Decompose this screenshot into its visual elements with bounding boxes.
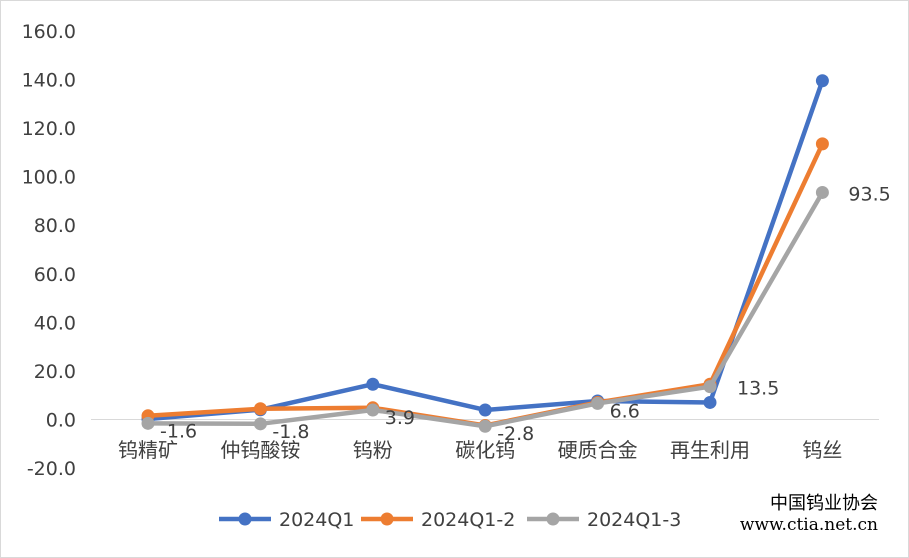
legend-swatch-marker [238,512,252,526]
x-category-label: 硬质合金 [558,438,638,462]
data-point [591,396,605,410]
legend-item: 2024Q1 [219,509,354,531]
y-tick-label: 80.0 [34,215,76,237]
data-label: 13.5 [737,378,779,400]
y-tick-label: 160.0 [22,21,76,43]
y-axis-tick-labels: 160.0 140.0 120.0 100.0 80.0 60.0 40.0 20.0 0.0 -… [22,21,76,480]
y-tick-label: 60.0 [34,264,76,286]
data-label: 3.9 [385,407,415,429]
legend-label: 2024Q1-3 [587,509,681,531]
data-label: -1.6 [160,420,197,442]
legend-label: 2024Q1-2 [421,509,515,531]
data-label: 93.5 [848,183,890,205]
y-tick-label: 20.0 [34,361,76,383]
data-point [815,137,829,151]
series-line [145,190,825,429]
legend-swatch-marker [546,512,560,526]
data-point [141,416,155,430]
data-point [366,403,380,417]
data-point [253,402,267,416]
series-line [145,141,825,428]
data-point [253,417,267,431]
x-category-label: 钨丝 [802,438,842,462]
data-labels: -1.6 -1.8 3.9 -2.8 6.6 13.5 93.5 [160,183,891,445]
x-category-label: 钨粉 [353,438,393,462]
data-point [478,419,492,433]
x-category-label: 仲钨酸铵 [220,438,300,462]
x-axis-category-labels: 钨精矿 仲钨酸铵 钨粉 碳化钨 硬质合金 再生利用 钨丝 [118,438,842,462]
data-label: -1.8 [272,421,309,443]
y-tick-label: 40.0 [34,312,76,334]
y-tick-label: 100.0 [22,167,76,189]
y-tick-label: 0.0 [46,409,76,431]
y-tick-label: -20.0 [27,458,76,480]
legend-swatch-marker [380,512,394,526]
legend-label: 2024Q1 [279,509,354,531]
legend-item: 2024Q1-3 [527,509,681,531]
series-lines [141,74,829,433]
series-2024Q1-3 [141,185,829,433]
data-point [366,377,380,391]
x-category-label: 碳化钨 [455,438,515,462]
legend-item: 2024Q1-2 [361,509,515,531]
data-point [815,74,829,88]
data-point [703,395,717,409]
series-2024Q1-2 [141,137,829,433]
data-label: 6.6 [610,400,640,422]
watermark: 中国钨业协会 www.ctia.net.cn [740,493,878,535]
watermark-url: www.ctia.net.cn [739,515,878,535]
data-point [703,380,717,394]
watermark-name: 中国钨业协会 [770,493,878,514]
y-tick-label: 120.0 [22,118,76,140]
data-point [478,403,492,417]
series-2024Q1 [141,74,829,426]
data-point [815,185,829,199]
y-tick-label: 140.0 [22,70,76,92]
x-category-label: 钨精矿 [118,438,178,462]
data-label: -2.8 [497,423,534,445]
legend: 2024Q1 2024Q1-2 2024Q1-3 [219,509,681,531]
x-category-label: 再生利用 [670,438,750,462]
